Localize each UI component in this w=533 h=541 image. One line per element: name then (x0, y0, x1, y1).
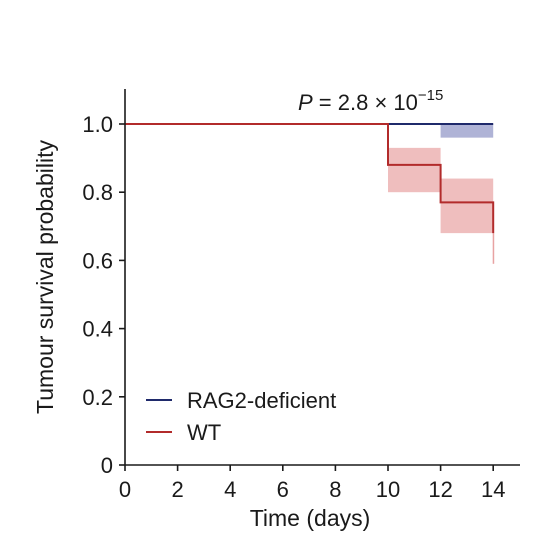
x-tick-label: 14 (481, 477, 505, 502)
p-value-text: = 2.8 × 10 (313, 90, 418, 115)
p-value-exponent: −15 (418, 87, 443, 104)
confidence-band (440, 178, 494, 234)
p-value-symbol: P (298, 90, 313, 115)
confidence-band-tail (492, 233, 495, 264)
y-axis-ticks: 0 0.2 0.4 0.6 0.8 1.0 (82, 112, 125, 478)
x-tick-label: 6 (277, 477, 289, 502)
series-line (125, 123, 495, 234)
x-axis-title: Time (days) (250, 505, 371, 531)
confidence-band (440, 124, 494, 138)
y-tick-label: 1.0 (82, 112, 113, 137)
y-axis-title: Tumour survival probability (32, 140, 58, 414)
x-axis-ticks: 0 2 4 6 8 10 12 14 (119, 465, 505, 502)
legend-label: RAG2-deficient (187, 388, 336, 413)
x-tick-label: 4 (224, 477, 236, 502)
confidence-bands (388, 124, 495, 264)
legend: RAG2-deficient WT (146, 388, 336, 445)
x-tick-label: 0 (119, 477, 131, 502)
x-tick-label: 2 (171, 477, 183, 502)
y-tick-label: 0.2 (82, 385, 113, 410)
y-tick-label: 0 (101, 453, 113, 478)
y-tick-label: 0.8 (82, 180, 113, 205)
x-tick-label: 12 (428, 477, 452, 502)
y-tick-label: 0.6 (82, 248, 113, 273)
y-tick-label: 0.4 (82, 317, 113, 342)
survival-lines (125, 123, 495, 234)
x-tick-label: 10 (376, 477, 400, 502)
p-value-annotation: P = 2.8 × 10−15 (298, 87, 443, 115)
x-tick-label: 8 (329, 477, 341, 502)
confidence-band (388, 147, 441, 193)
legend-label: WT (187, 420, 221, 445)
